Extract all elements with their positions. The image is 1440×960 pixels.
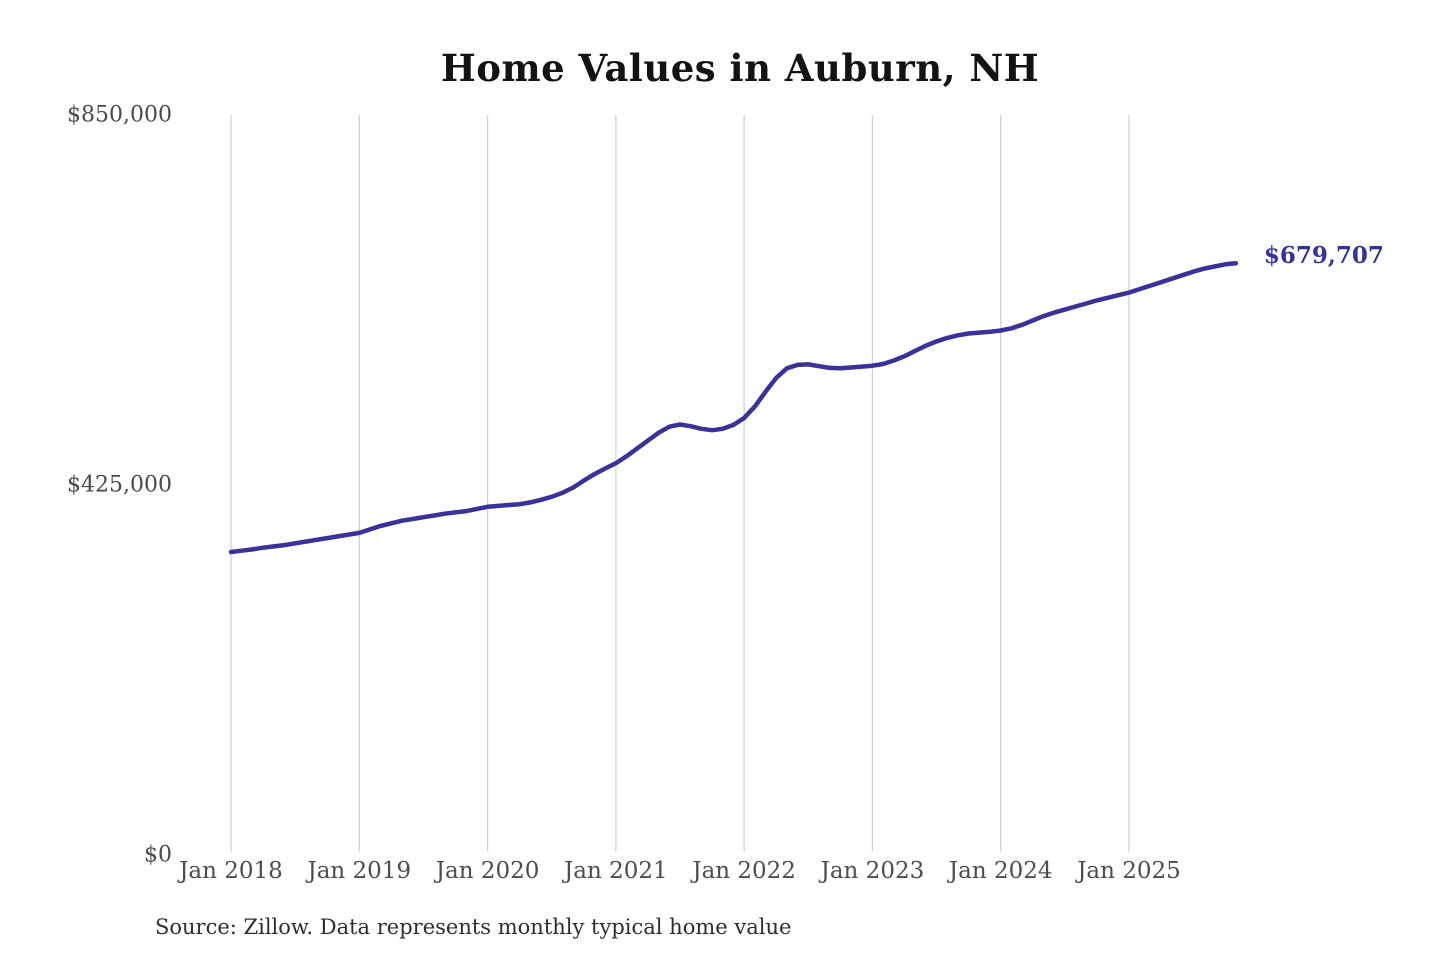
y-tick-label: $0 <box>144 842 172 868</box>
x-tick-label: Jan 2022 <box>692 858 796 884</box>
chart-title: Home Values in Auburn, NH <box>440 46 1040 90</box>
source-note: Source: Zillow. Data represents monthly … <box>155 915 792 939</box>
vertical-gridlines <box>230 115 1130 852</box>
x-tick-label: Jan 2023 <box>820 858 925 884</box>
x-tick-label: Jan 2024 <box>948 858 1053 884</box>
latest-value-label: $679,707 <box>1263 242 1384 270</box>
x-tick-label: Jan 2020 <box>435 858 540 884</box>
home-value-line-series <box>228 261 1239 555</box>
y-tick-label: $425,000 <box>67 472 172 498</box>
x-tick-label: Jan 2021 <box>564 858 668 884</box>
y-tick-label: $850,000 <box>67 102 172 128</box>
x-tick-label: Jan 2018 <box>179 858 283 884</box>
x-tick-label: Jan 2025 <box>1077 858 1181 884</box>
x-tick-label: Jan 2019 <box>307 858 412 884</box>
